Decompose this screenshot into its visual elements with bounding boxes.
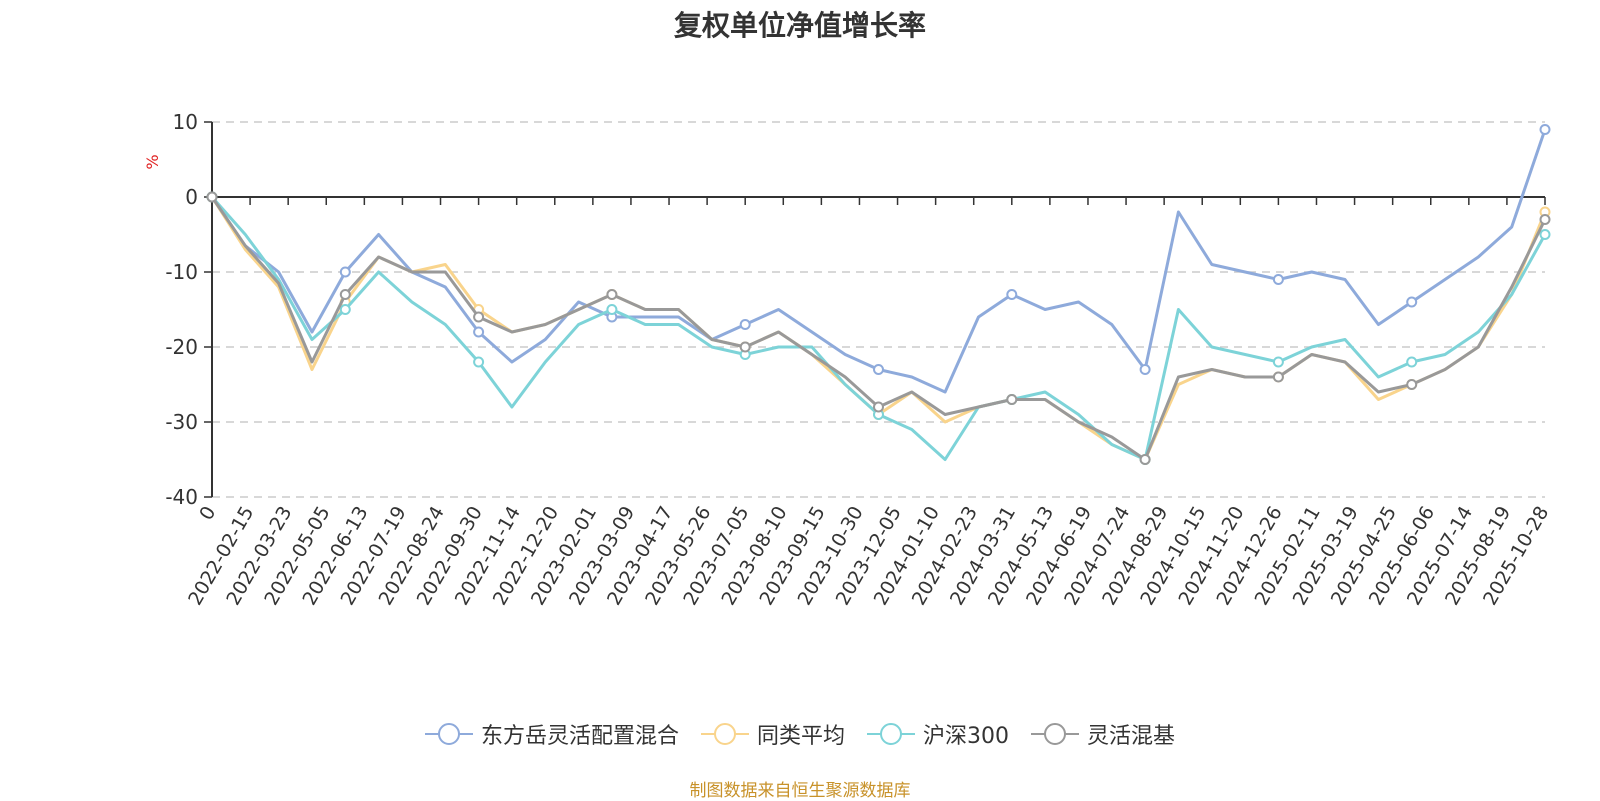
series-lines — [206, 124, 1551, 465]
data-point — [473, 356, 485, 368]
data-point — [1006, 289, 1018, 300]
data-point — [606, 289, 618, 300]
y-tick-label: -10 — [165, 260, 198, 284]
legend-label: 灵活混基 — [1087, 724, 1176, 749]
legend-marker-icon — [424, 723, 473, 745]
legend-item[interactable]: 同类平均 — [700, 718, 845, 750]
data-point — [1406, 296, 1418, 308]
y-tick-label: -20 — [165, 335, 198, 359]
data-point — [1539, 214, 1551, 225]
data-point — [739, 341, 751, 353]
data-point — [206, 191, 218, 203]
data-point — [339, 289, 351, 300]
data-point — [1272, 274, 1284, 285]
data-point — [1139, 364, 1151, 375]
y-tick-label: -30 — [165, 410, 198, 434]
data-point — [1006, 394, 1018, 405]
data-point — [1272, 356, 1284, 368]
y-tick-label: -40 — [165, 485, 198, 509]
axes — [204, 121, 1546, 498]
series-line-1 — [210, 196, 1547, 461]
legend: 东方岳灵活配置混合 同类平均 沪深300 灵活混基 — [0, 718, 1600, 750]
grid-lines — [212, 121, 1545, 498]
data-point — [1406, 379, 1418, 390]
series-line-0 — [210, 129, 1547, 394]
legend-item[interactable]: 沪深300 — [867, 718, 1009, 750]
data-point — [1539, 124, 1551, 135]
data-point — [1539, 229, 1551, 240]
data-point — [473, 326, 485, 338]
data-point — [339, 304, 351, 315]
legend-label: 同类平均 — [756, 724, 845, 749]
data-point — [1272, 371, 1284, 383]
legend-label: 沪深300 — [923, 724, 1009, 749]
data-point — [473, 311, 485, 323]
line-chart: 100-10-20-30-40%02022-02-152022-03-23202… — [143, 110, 1553, 609]
data-point — [339, 266, 351, 278]
legend-item[interactable]: 东方岳灵活配置混合 — [424, 718, 679, 750]
legend-item[interactable]: 灵活混基 — [1031, 718, 1175, 750]
axis-labels: 100-10-20-30-40%02022-02-152022-03-23202… — [143, 110, 1553, 609]
data-point — [1139, 454, 1151, 465]
legend-label: 东方岳灵活配置混合 — [480, 724, 679, 749]
data-point — [1406, 356, 1418, 368]
y-tick-label: 0 — [185, 185, 198, 209]
y-axis-unit: % — [143, 154, 162, 169]
data-point — [606, 304, 618, 315]
source-note: 制图数据来自恒生聚源数据库 — [689, 781, 911, 801]
legend-marker-icon — [1031, 723, 1079, 745]
data-point — [873, 364, 884, 375]
legend-marker-icon — [867, 723, 915, 745]
data-point — [873, 401, 884, 413]
data-point — [739, 319, 751, 330]
x-tick-label: 0 — [195, 503, 220, 524]
series-line-2 — [210, 196, 1547, 461]
y-tick-label: 10 — [173, 110, 198, 134]
chart-title: 复权单位净值增长率 — [673, 9, 926, 42]
legend-marker-icon — [700, 723, 749, 745]
series-line-3 — [210, 196, 1547, 461]
